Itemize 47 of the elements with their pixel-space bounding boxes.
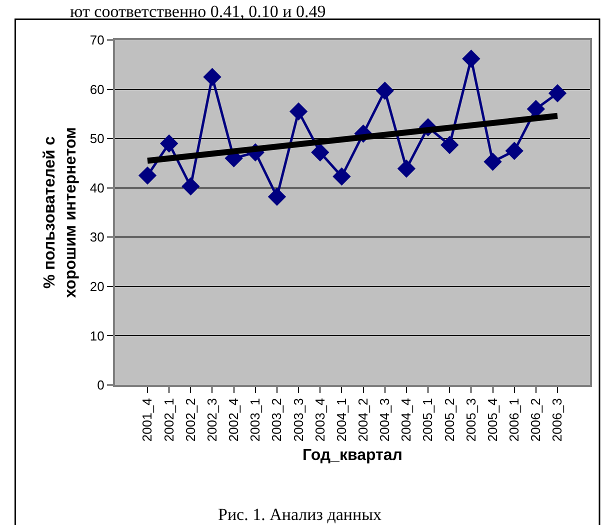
x-tick-label: 2005_3 [463,398,478,442]
x-tick-label: 2003_3 [290,398,306,442]
y-tick-label: 10 [90,328,104,344]
x-tick-label: 2002_4 [226,398,242,442]
y-tick-label: 50 [90,131,104,146]
point [160,134,178,153]
x-tick-label: 2004_1 [334,398,349,442]
x-tick-label: 2006_1 [506,398,522,442]
point [182,177,200,196]
point [268,188,286,206]
y-tick-label: 30 [90,230,104,245]
x-tick-label: 2003_2 [269,398,284,442]
x-tick-label: 2002_2 [182,398,198,442]
y-tick-label: 0 [97,378,104,393]
point [332,167,351,186]
point [138,166,157,185]
point [548,84,567,102]
x-tick-label: 2003_1 [248,398,263,442]
point [440,136,459,154]
point [484,152,502,171]
x-tick-label: 2006_2 [528,398,544,442]
x-tick-label: 2003_4 [312,398,328,442]
x-tick-label: 2005_2 [442,398,457,442]
x-tick-label: 2004_2 [356,398,371,442]
y-tick-label: 70 [90,32,104,48]
x-tick-label: 2004_4 [398,398,414,442]
x-tick-label: 2005_4 [484,398,500,442]
point [311,143,330,162]
x-tick-label: 2005_1 [420,398,436,442]
text: Рис. 1. Анализ данных [218,505,382,524]
x-tick-label: 2002_3 [204,398,220,442]
x-tick-label: 2002_1 [161,398,176,442]
text: ют соответственно 0.41, 0.10 и 0.49 [70,2,326,21]
point [203,68,222,86]
point [289,102,308,121]
point [376,82,394,100]
y-tick-label: 60 [90,82,104,97]
point [397,160,416,178]
x-axis-title: Год_квартал [302,446,402,464]
y-axis-title: % пользователей с хорошим интернетом [42,127,80,298]
y-tick-label: 20 [90,278,104,294]
x-tick-label: 2001_4 [140,398,155,442]
x-tick-label: 2004_3 [377,398,392,442]
point [505,142,524,160]
y-tick-label: 40 [90,180,104,196]
x-tick-label: 2006_3 [550,398,565,442]
point [462,50,480,68]
